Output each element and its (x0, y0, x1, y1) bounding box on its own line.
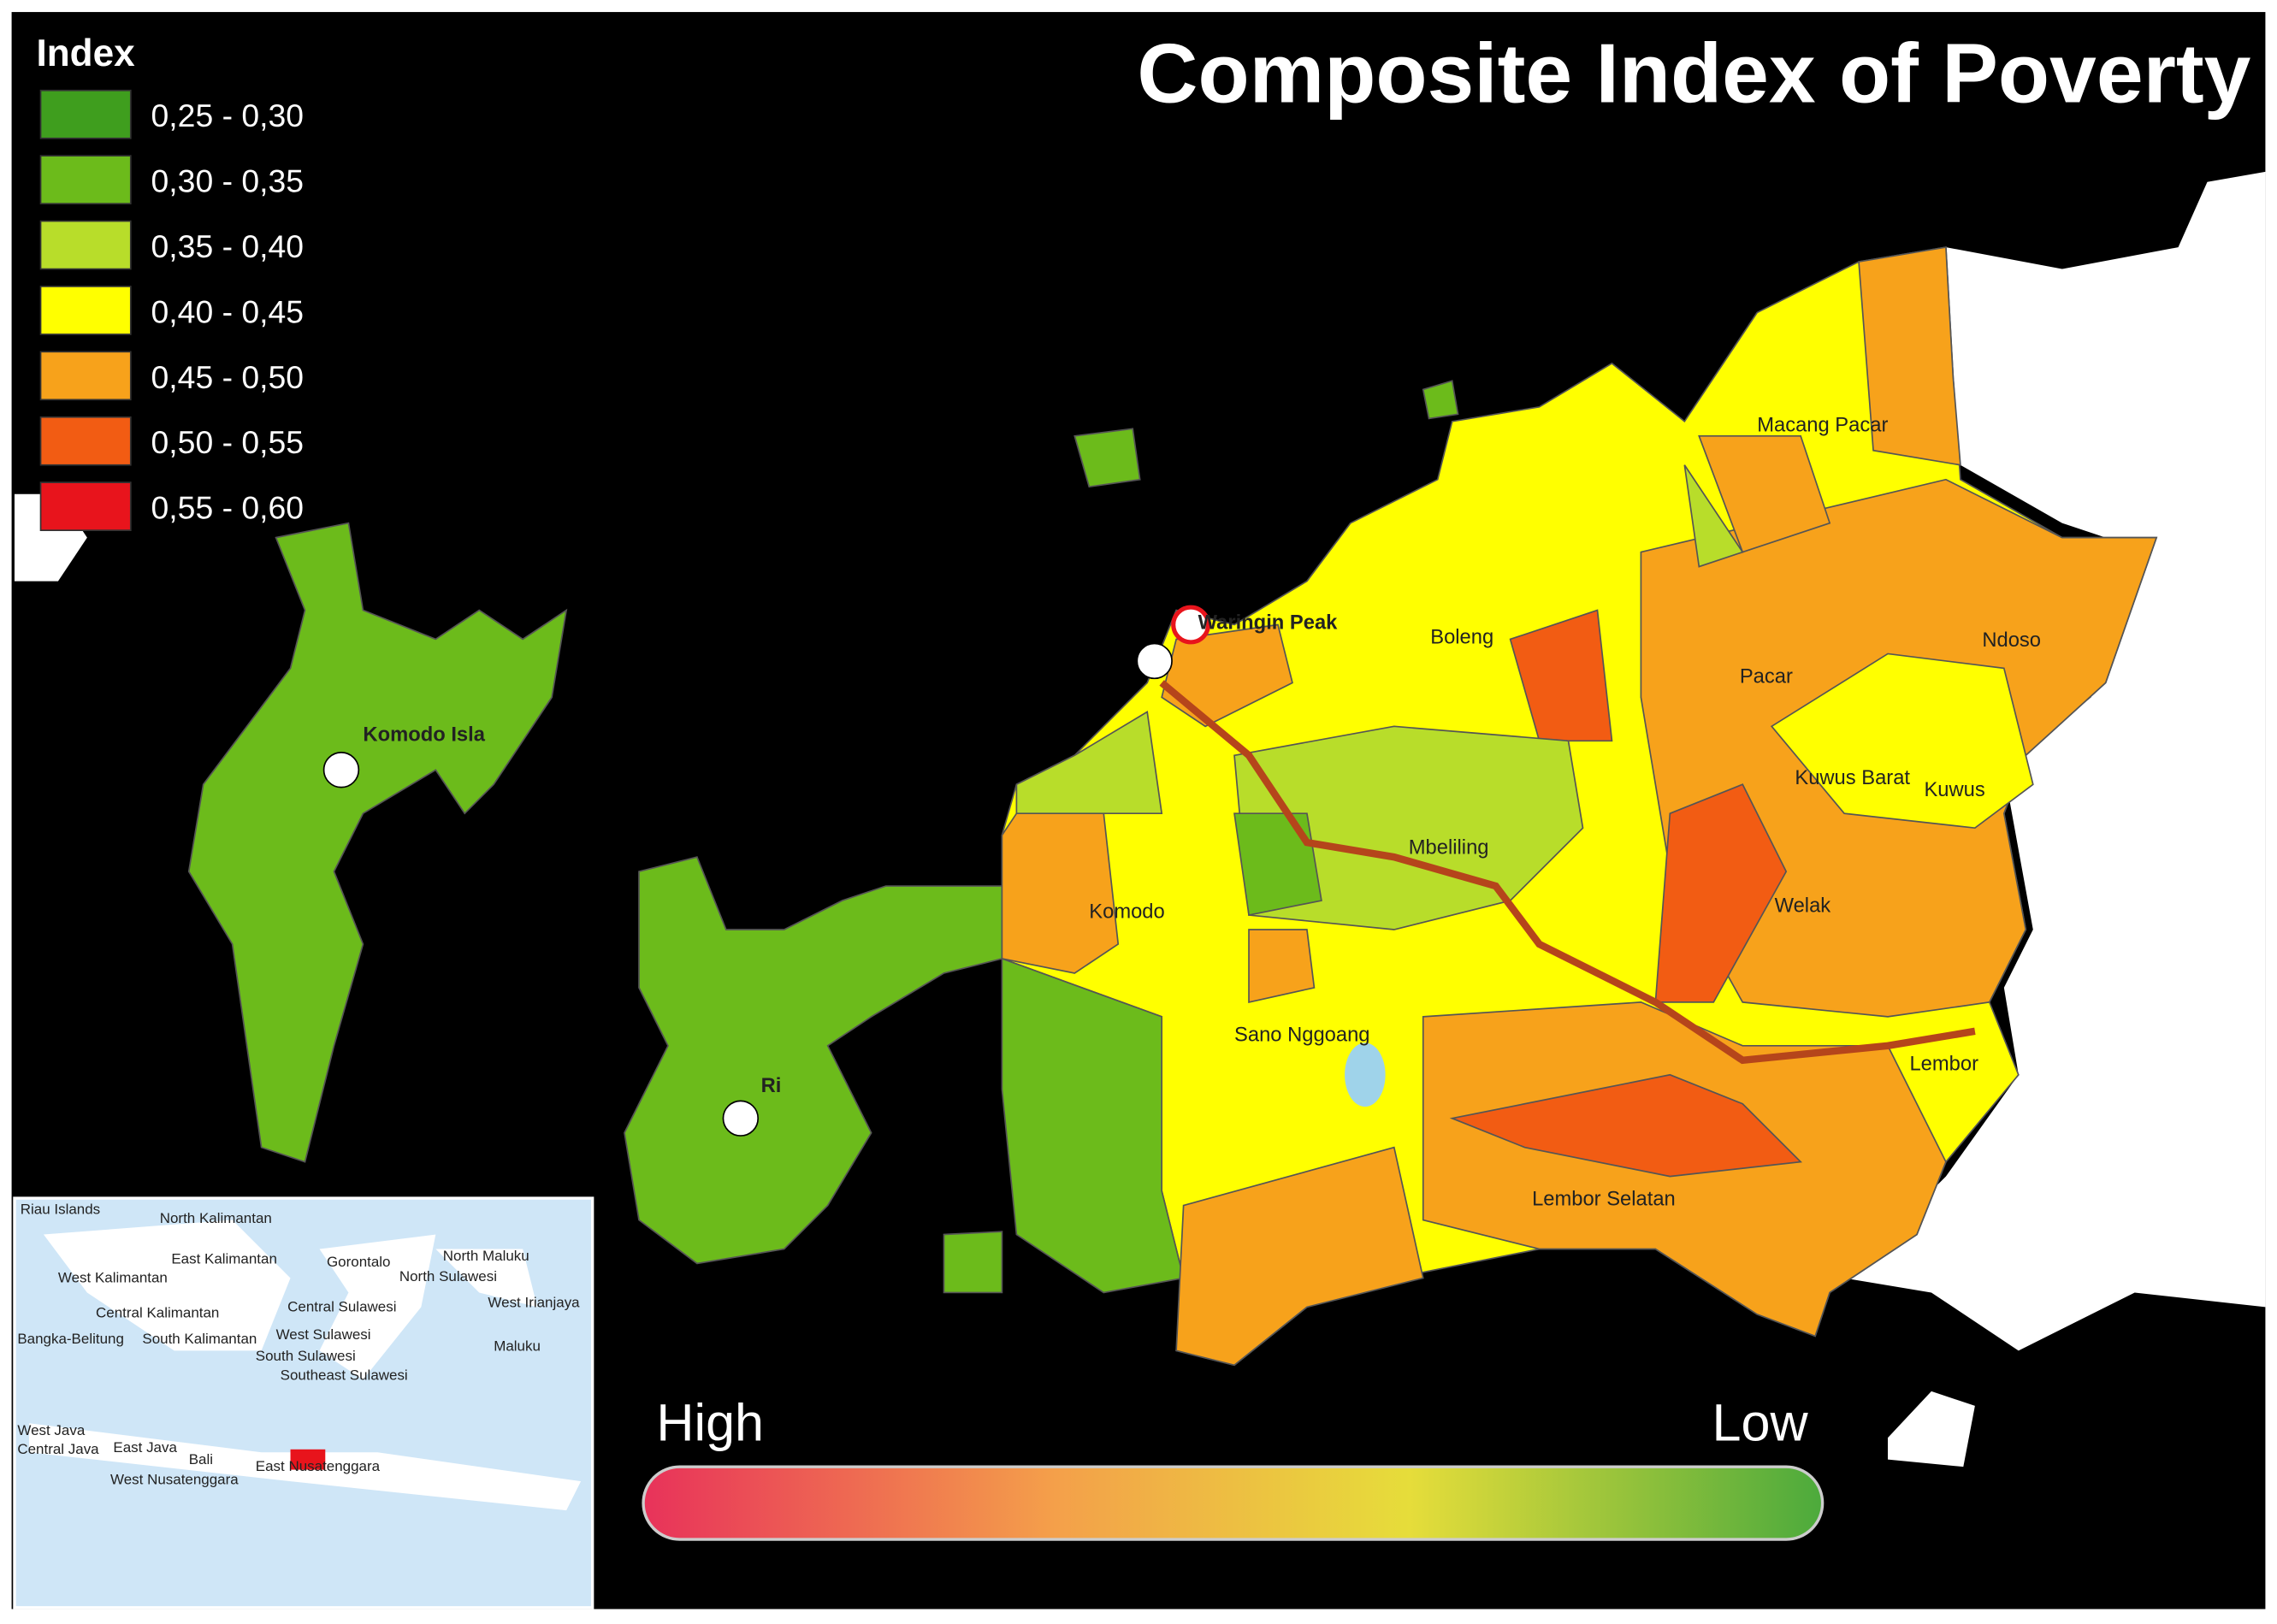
inset-label: West Nusatenggara (110, 1472, 239, 1488)
inset-label: Southeast Sulawesi (281, 1367, 408, 1383)
inset-label: West Java (17, 1422, 85, 1438)
place-labels: Waringin Peak Komodo Isla Ri Boleng Macang P… (363, 414, 2041, 1211)
region (1654, 783, 1788, 1003)
region (1248, 929, 1316, 1003)
place-label: Kuwus Barat (1795, 766, 1910, 789)
legend-label: 0,45 - 0,50 (151, 359, 304, 395)
region (1683, 464, 1744, 568)
inset-label: West Sulawesi (276, 1326, 371, 1343)
legend-swatch (39, 416, 132, 466)
inset-label: Maluku (494, 1338, 541, 1354)
legend-label: 0,40 - 0,45 (151, 293, 304, 329)
inset-label: Bangka-Belitung (17, 1331, 124, 1347)
island (187, 522, 568, 1163)
inset-label: Central Kalimantan (96, 1304, 219, 1320)
title: Composite Index of Poverty (1137, 26, 2250, 120)
legend-label: 0,30 - 0,35 (151, 163, 304, 199)
region (1698, 434, 1831, 553)
legend-swatch (39, 481, 132, 531)
legend-title: Index (36, 32, 135, 74)
place-label: Pacar (1740, 664, 1793, 688)
legend-swatch (39, 286, 132, 335)
landmark-icons (322, 605, 1211, 1137)
place-label: Lembor (1909, 1053, 1978, 1076)
region (1001, 812, 1120, 974)
place-label: Boleng (1430, 626, 1493, 649)
legend-label: 0,50 - 0,55 (151, 424, 304, 460)
region (1858, 246, 1961, 466)
island (1422, 380, 1459, 420)
inset-label: North Maluku (443, 1248, 529, 1264)
inset-label: Riau Islands (21, 1202, 100, 1218)
inset-label: East Nusatenggara (256, 1458, 381, 1474)
river (1159, 680, 1976, 1065)
scale-low: Low (1712, 1394, 1809, 1452)
place-label: Komodo Isla (363, 723, 485, 746)
inset-label: Central Sulawesi (287, 1299, 396, 1315)
inset-label: North Kalimantan (160, 1210, 272, 1226)
place-label: Macang Pacar (1757, 414, 1888, 437)
legend-label: 0,25 - 0,30 (151, 97, 304, 133)
legend-swatch (39, 220, 132, 270)
island (943, 1231, 1003, 1294)
inset-labels: Riau Islands North Kalimantan East Kaliman… (17, 1202, 580, 1488)
legend-swatch (39, 89, 132, 139)
place-label: Sano Nggoang (1234, 1024, 1369, 1047)
scale-high: High (656, 1394, 764, 1452)
scale-bar (642, 1465, 1825, 1541)
place-label: Waringin Peak (1198, 611, 1339, 635)
island (624, 856, 1003, 1265)
place-label: Ri (761, 1074, 782, 1097)
inset-label: West Irianjaya (488, 1294, 580, 1310)
legend: 0,25 - 0,30 0,30 - 0,35 0,35 - 0,40 0,40 - … (39, 89, 304, 531)
inset-label: Bali (189, 1451, 213, 1468)
place-label: Mbeliling (1409, 836, 1489, 859)
legend-swatch (39, 351, 132, 401)
legend-label: 0,55 - 0,60 (151, 490, 304, 526)
inset-label: Gorontalo (327, 1254, 391, 1270)
inset-label: North Sulawesi (399, 1268, 497, 1284)
inset-label: Central Java (17, 1441, 99, 1457)
region (1770, 653, 2034, 830)
inset-label: South Sulawesi (256, 1348, 356, 1364)
region (1175, 1146, 1424, 1367)
inset-label: East Kalimantan (171, 1250, 277, 1267)
region (1233, 812, 1322, 917)
land-outside (1888, 1391, 1975, 1468)
inset-label: East Java (113, 1439, 177, 1456)
place-label: Ndoso (1982, 629, 2041, 652)
region (1233, 725, 1584, 930)
region (1509, 609, 1613, 742)
land-outside (1844, 171, 2266, 1351)
place-label: Kuwus (1924, 778, 1984, 801)
region (1001, 957, 1185, 1294)
lake (1345, 1042, 1386, 1107)
region (1449, 1073, 1803, 1178)
inset-map (13, 1196, 594, 1609)
place-label: Welak (1775, 895, 1831, 918)
place-label: Komodo (1089, 900, 1164, 923)
legend-swatch (39, 155, 132, 205)
region (1015, 710, 1163, 815)
inset-label: West Kalimantan (58, 1270, 168, 1286)
inset-label: South Kalimantan (142, 1331, 257, 1347)
place-label: Lembor Selatan (1532, 1188, 1676, 1211)
legend-label: 0,35 - 0,40 (151, 228, 304, 264)
island (1073, 428, 1141, 488)
